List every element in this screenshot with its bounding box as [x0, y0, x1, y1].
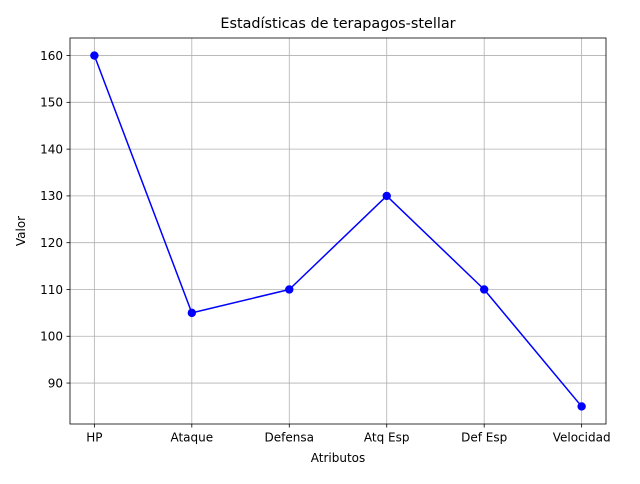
- chart-title: Estadísticas de terapagos-stellar: [220, 16, 455, 32]
- axis-ticks: HP Ataque Defensa Atq Esp Def Esp Velocidad 90…: [40, 49, 610, 445]
- y-tick-label: 150: [40, 96, 63, 110]
- x-axis-label: Atributos: [311, 451, 366, 465]
- data-point: [285, 285, 294, 294]
- y-tick-label: 110: [40, 283, 63, 297]
- x-tick-label: Velocidad: [553, 431, 611, 445]
- y-tick-label: 120: [40, 236, 63, 250]
- grid-lines: [70, 38, 606, 424]
- series-line: [93, 55, 583, 407]
- y-axis-label: Valor: [14, 216, 28, 246]
- y-tick-label: 140: [40, 142, 63, 156]
- data-point: [187, 308, 197, 318]
- y-tick-label: 130: [40, 189, 63, 203]
- x-tick-label: Ataque: [170, 431, 213, 445]
- data-point: [479, 285, 489, 294]
- data-point: [382, 191, 391, 201]
- plot-frame: [69, 37, 607, 425]
- x-tick-label: HP: [86, 431, 102, 445]
- y-tick-label: 160: [40, 49, 63, 63]
- data-point: [90, 51, 99, 60]
- y-tick-label: 90: [48, 376, 63, 390]
- data-point: [577, 402, 586, 411]
- x-tick-label: Defensa: [265, 431, 314, 445]
- x-tick-label: Atq Esp: [364, 431, 410, 445]
- y-tick-label: 100: [40, 330, 63, 344]
- series-group: [90, 51, 586, 411]
- x-tick-label: Def Esp: [461, 431, 507, 445]
